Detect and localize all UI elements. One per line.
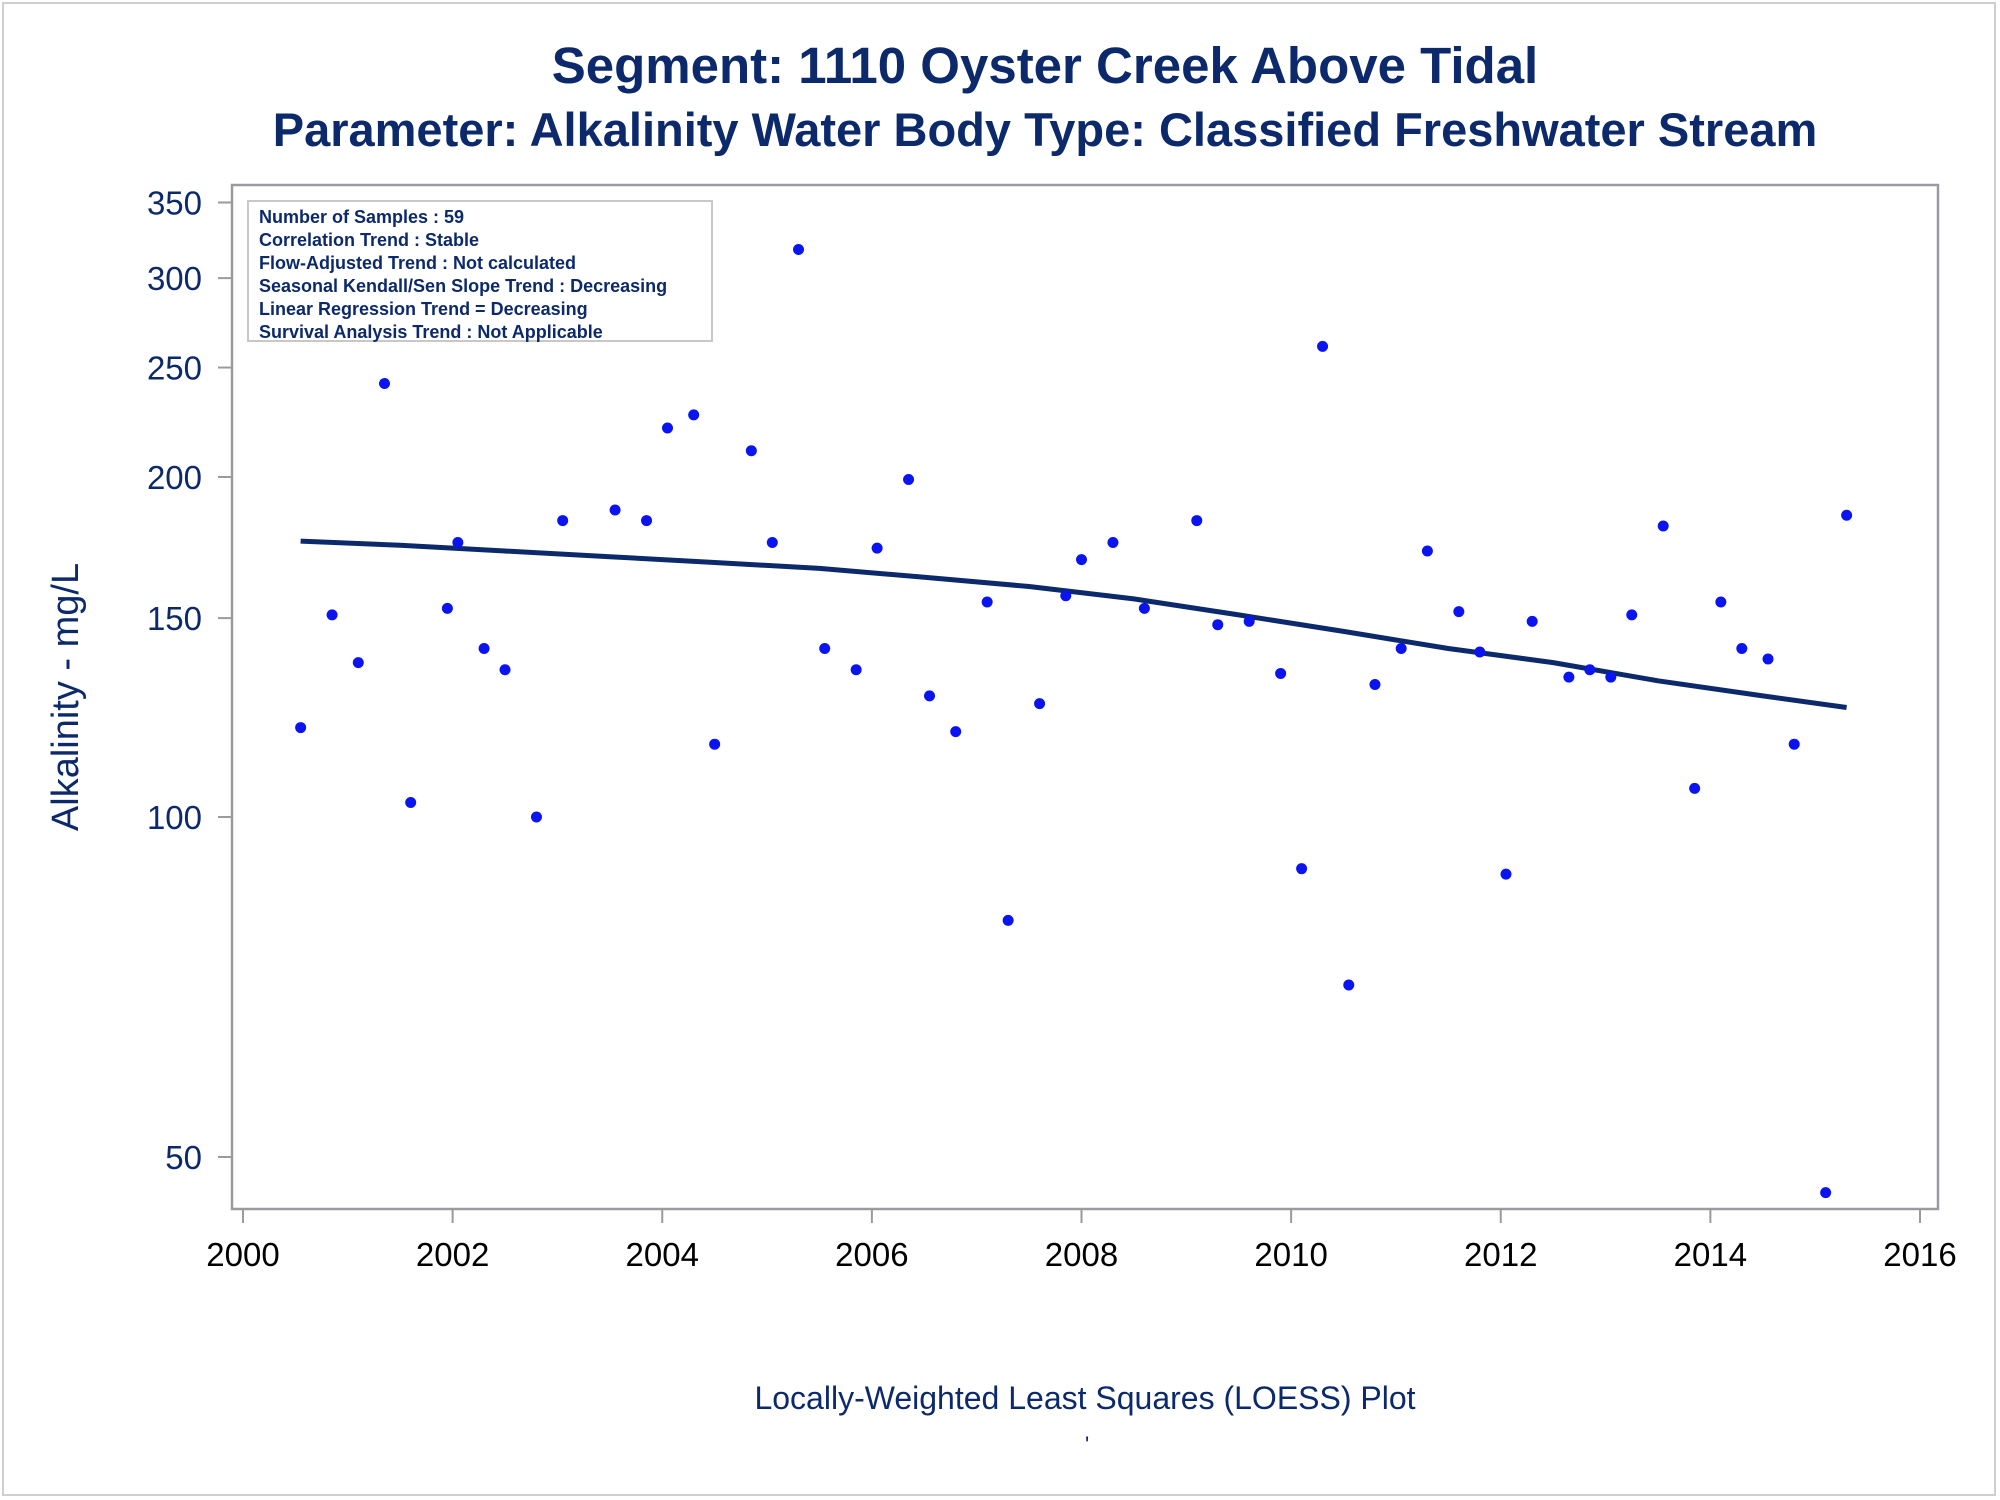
- chart-title: Segment: 1110 Oyster Creek Above Tidal: [551, 37, 1539, 94]
- loess-line: [300, 538, 1847, 710]
- data-point: [1243, 615, 1255, 627]
- data-point: [1605, 671, 1617, 683]
- data-point: [1369, 679, 1381, 691]
- data-point: [499, 664, 511, 676]
- data-point: [1820, 1187, 1832, 1199]
- data-point: [819, 642, 831, 654]
- data-point: [1060, 590, 1072, 602]
- data-point: [441, 602, 453, 614]
- data-point: [1526, 615, 1538, 627]
- data-point: [1563, 671, 1575, 683]
- data-point: [557, 515, 569, 527]
- data-point: [850, 664, 862, 676]
- data-point: [1841, 509, 1853, 521]
- x-tick-label: 2014: [1674, 1236, 1747, 1273]
- data-point: [1002, 914, 1014, 926]
- y-tick-label: 50: [165, 1139, 202, 1176]
- data-point: [661, 422, 673, 434]
- x-tick-label: 2010: [1254, 1236, 1327, 1273]
- x-tick-label: 2002: [416, 1236, 489, 1273]
- data-point: [924, 690, 936, 702]
- y-tick-label: 100: [147, 799, 202, 836]
- y-tick-label: 200: [147, 459, 202, 496]
- x-tick-label: 2004: [626, 1236, 699, 1273]
- chart-subtitle: Parameter: Alkalinity Water Body Type: C…: [272, 103, 1818, 156]
- data-point: [478, 642, 490, 654]
- y-axis-label: Alkalinity - mg/L: [45, 563, 87, 831]
- data-point: [1626, 609, 1638, 621]
- data-point: [1343, 979, 1355, 991]
- data-point: [1584, 664, 1596, 676]
- data-point: [688, 409, 700, 421]
- data-point: [352, 657, 364, 669]
- data-point: [1107, 536, 1119, 548]
- data-point: [1689, 782, 1701, 794]
- data-point: [378, 377, 390, 389]
- data-point: [405, 797, 417, 809]
- data-point: [326, 609, 338, 621]
- x-tick-label: 2012: [1464, 1236, 1537, 1273]
- x-tick-label: 2016: [1883, 1236, 1956, 1273]
- stats-line-flow-adjusted: Flow-Adjusted Trend : Not calculated: [259, 253, 577, 273]
- y-tick-label: 150: [147, 600, 202, 637]
- stats-box: Number of Samples : 59 Correlation Trend…: [247, 200, 713, 342]
- data-point: [981, 596, 993, 608]
- y-tick-label: 300: [147, 260, 202, 297]
- data-point: [1657, 520, 1669, 532]
- data-point: [1317, 340, 1329, 352]
- stats-line-survival: Survival Analysis Trend : Not Applicable: [259, 322, 603, 342]
- x-tick-label: 2000: [206, 1236, 279, 1273]
- y-tick-label: 250: [147, 350, 202, 387]
- footer-mark: ': [1085, 1432, 1090, 1457]
- data-point: [452, 536, 464, 548]
- data-point: [793, 244, 805, 256]
- data-point: [295, 722, 307, 734]
- data-point: [745, 445, 757, 457]
- data-point: [1762, 653, 1774, 665]
- stats-line-linear-regression: Linear Regression Trend = Decreasing: [259, 299, 588, 319]
- data-point: [903, 473, 915, 485]
- data-point: [1395, 642, 1407, 654]
- data-point: [609, 504, 621, 516]
- data-point: [1715, 596, 1727, 608]
- data-point: [766, 536, 778, 548]
- data-point: [709, 738, 721, 750]
- data-point: [1138, 602, 1150, 614]
- x-tick-label: 2006: [835, 1236, 908, 1273]
- y-tick-label: 350: [147, 184, 202, 221]
- stats-line-correlation: Correlation Trend : Stable: [259, 230, 480, 250]
- data-point: [1212, 619, 1224, 631]
- data-point: [1788, 738, 1800, 750]
- stats-line-seasonal-kendall: Seasonal Kendall/Sen Slope Trend : Decre…: [259, 276, 668, 296]
- x-tick-label: 2008: [1045, 1236, 1118, 1273]
- data-point: [530, 811, 542, 823]
- footer-caption: Locally-Weighted Least Squares (LOESS) P…: [754, 1380, 1416, 1416]
- data-point: [1736, 642, 1748, 654]
- data-point: [1076, 554, 1087, 566]
- data-point: [1296, 863, 1308, 875]
- data-point: [950, 726, 962, 738]
- data-point: [1453, 606, 1465, 618]
- data-point: [1421, 545, 1433, 557]
- data-point: [641, 515, 653, 527]
- data-point: [1034, 698, 1046, 710]
- data-point: [1500, 868, 1512, 880]
- data-point: [1275, 667, 1287, 679]
- plot-area: [230, 183, 1940, 1211]
- data-point: [1191, 515, 1203, 527]
- data-point: [1474, 646, 1486, 658]
- data-point: [871, 542, 883, 554]
- stats-line-samples: Number of Samples : 59: [259, 207, 465, 227]
